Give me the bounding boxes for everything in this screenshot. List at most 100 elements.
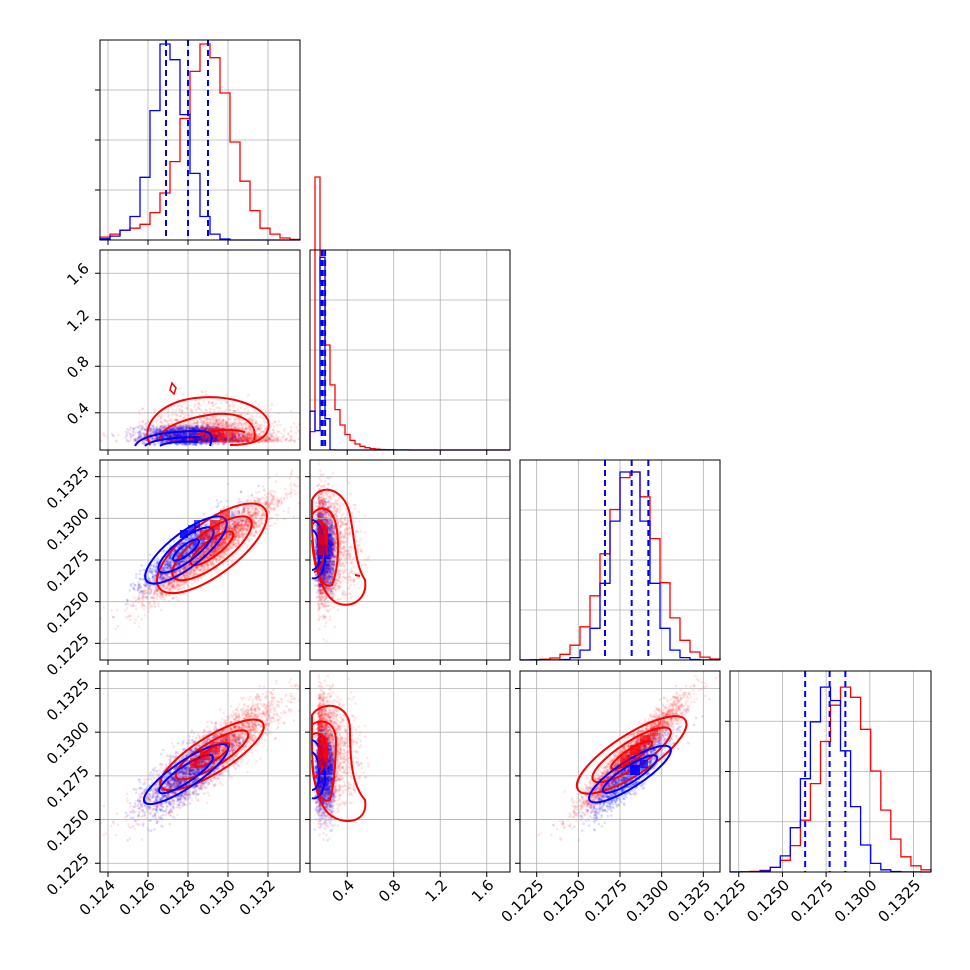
scatter-b-point xyxy=(225,432,229,436)
scatter-b-point xyxy=(207,438,210,441)
scatter-b-point xyxy=(205,438,209,442)
scatter-b-point xyxy=(295,426,298,429)
scatter-b-point xyxy=(201,438,205,441)
scatter-b-point xyxy=(272,438,276,441)
scatter-b-point xyxy=(190,409,194,413)
scatter-b-point xyxy=(231,433,234,437)
scatter-b-point xyxy=(276,440,279,444)
scatter-b-point xyxy=(214,438,218,442)
scatter-b-point xyxy=(270,435,274,438)
scatter-b-point xyxy=(227,440,231,444)
scatter-b-point xyxy=(242,438,245,442)
scatter-b-point xyxy=(197,406,201,410)
scatter-b-point xyxy=(205,427,208,430)
scatter-b-point xyxy=(246,436,250,440)
scatter-b-point xyxy=(231,405,235,409)
scatter-b-point xyxy=(258,429,262,432)
scatter-b-point xyxy=(233,439,236,442)
scatter-b-point xyxy=(184,424,187,427)
scatter-b-point xyxy=(236,439,239,443)
scatter-b-point xyxy=(222,438,225,441)
scatter-b-point xyxy=(214,421,217,425)
scatter-b-point xyxy=(167,413,171,417)
scatter-b-point xyxy=(257,436,260,440)
scatter-b-point xyxy=(181,438,184,441)
scatter-b-point xyxy=(207,437,211,441)
scatter-b-point xyxy=(240,434,244,437)
scatter-b-point xyxy=(264,427,268,431)
scatter-b-point xyxy=(210,425,213,429)
scatter-b-point xyxy=(241,427,245,431)
scatter-b-point xyxy=(234,438,237,442)
scatter-b-point xyxy=(127,428,130,432)
scatter-b-point xyxy=(206,434,210,437)
scatter-b-point xyxy=(234,437,237,441)
scatter-b-point xyxy=(181,416,184,420)
scatter-b-point xyxy=(203,436,206,439)
scatter-b-point xyxy=(262,439,266,442)
scatter-b-point xyxy=(270,433,273,437)
scatter-b-point xyxy=(270,440,274,443)
scatter-b-point xyxy=(194,437,198,441)
scatter-b-point xyxy=(257,435,260,439)
scatter-b-point xyxy=(237,439,240,442)
scatter-b-point xyxy=(143,614,147,617)
scatter-b-point xyxy=(250,434,254,438)
scatter-b-point xyxy=(250,418,254,422)
scatter-b-point xyxy=(246,434,250,438)
scatter-b-point xyxy=(273,507,277,511)
scatter-b-point xyxy=(199,417,202,421)
scatter-b-point xyxy=(254,530,258,533)
scatter-b-point xyxy=(277,420,281,423)
scatter-b-point xyxy=(230,437,233,441)
scatter-b-point xyxy=(206,427,210,430)
scatter-b-point xyxy=(165,420,168,423)
scatter-b-point xyxy=(250,437,254,441)
scatter-b-point xyxy=(244,437,248,440)
scatter-b-point xyxy=(201,438,204,441)
scatter-b-point xyxy=(246,437,249,441)
scatter-b-point xyxy=(231,440,234,443)
scatter-b-point xyxy=(218,421,222,425)
scatter-b-point xyxy=(202,400,206,403)
scatter-b-point xyxy=(224,423,227,427)
scatter-b-point xyxy=(228,439,231,443)
scatter-b-point xyxy=(233,431,236,435)
scatter-b-point xyxy=(316,437,319,440)
scatter-b-point xyxy=(192,405,196,408)
scatter-b-point xyxy=(247,433,250,436)
scatter-b-point xyxy=(236,424,240,428)
scatter-b-point xyxy=(235,432,238,436)
scatter-b-point xyxy=(172,433,176,436)
scatter-b-point xyxy=(238,439,241,443)
scatter-b-point xyxy=(210,574,213,578)
scatter-b-point xyxy=(253,419,257,422)
scatter-b-point xyxy=(207,436,210,440)
scatter-b-point xyxy=(223,440,226,444)
scatter-b-point xyxy=(246,439,249,443)
scatter-b-point xyxy=(258,424,262,427)
scatter-b-point xyxy=(205,434,209,438)
scatter-b-point xyxy=(196,406,200,410)
scatter-b-point xyxy=(246,544,249,547)
scatter-b-point xyxy=(241,419,245,422)
scatter-b-point xyxy=(230,435,234,439)
scatter-b-point xyxy=(173,419,176,422)
scatter-b-point xyxy=(215,418,219,421)
scatter-b-point xyxy=(195,437,198,441)
scatter-b-point xyxy=(250,432,254,435)
scatter-b-point xyxy=(223,426,227,429)
scatter-b-point xyxy=(215,438,218,441)
scatter-b-point xyxy=(222,438,226,442)
scatter-b-point xyxy=(145,425,148,428)
scatter-b-point xyxy=(208,417,212,420)
scatter-b-point xyxy=(166,424,169,428)
scatter-b-point xyxy=(211,421,215,425)
scatter-b-point xyxy=(225,420,228,424)
scatter-b-point xyxy=(204,425,208,428)
scatter-b-point xyxy=(138,409,141,413)
scatter-b-point xyxy=(170,427,173,431)
scatter-b-point xyxy=(214,439,218,443)
scatter-b-point xyxy=(249,437,252,440)
scatter-b-point xyxy=(195,438,198,442)
